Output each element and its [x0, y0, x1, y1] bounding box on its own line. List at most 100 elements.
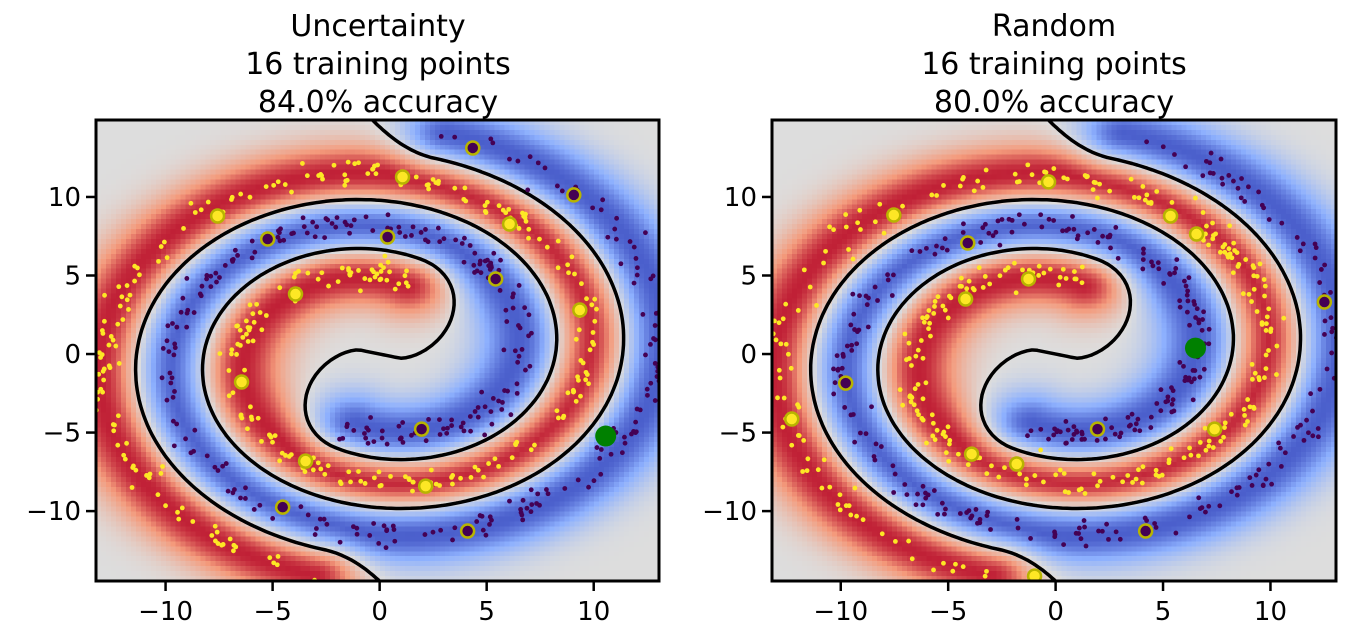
- training-point-class-1: [963, 446, 980, 462]
- class-1-point: [229, 347, 235, 353]
- class-1-point: [238, 412, 244, 418]
- class-1-point: [248, 404, 253, 410]
- class-0-point: [1052, 426, 1058, 432]
- class-1-point: [814, 303, 819, 308]
- class-0-point: [545, 491, 551, 497]
- class-1-point: [1140, 184, 1146, 189]
- class-0-point: [1069, 437, 1075, 442]
- class-0-point: [651, 336, 656, 341]
- class-0-point: [1095, 239, 1101, 245]
- class-0-point: [942, 511, 947, 517]
- class-0-point: [1021, 221, 1027, 227]
- class-0-point: [400, 440, 406, 445]
- class-0-point: [371, 521, 377, 526]
- class-1-point: [821, 260, 826, 266]
- class-0-point: [634, 272, 640, 278]
- class-0-point: [865, 324, 871, 330]
- class-1-point: [1264, 314, 1270, 320]
- class-0-point: [554, 183, 560, 189]
- class-1-point: [827, 484, 833, 490]
- class-1-point: [960, 176, 965, 182]
- class-0-point: [488, 136, 494, 142]
- class-0-point: [622, 440, 628, 446]
- class-0-point: [514, 381, 520, 387]
- class-0-point: [1165, 398, 1171, 404]
- class-1-point: [188, 200, 194, 206]
- class-0-point: [529, 330, 534, 336]
- class-0-point: [863, 293, 869, 299]
- class-1-point: [1144, 192, 1150, 198]
- class-0-point: [1310, 433, 1316, 439]
- class-0-point: [208, 284, 214, 289]
- class-0-point: [526, 312, 532, 318]
- class-0-point: [390, 523, 396, 529]
- class-0-point: [1149, 259, 1154, 265]
- class-1-point: [1231, 240, 1237, 246]
- class-0-point: [410, 224, 416, 230]
- class-0-point: [164, 338, 170, 344]
- decision-boundary: [808, 120, 1303, 581]
- class-1-point: [1274, 372, 1279, 377]
- class-0-point: [961, 221, 966, 227]
- class-0-point: [1322, 262, 1328, 268]
- class-1-point: [929, 412, 935, 418]
- title-line-1: Random: [992, 9, 1116, 44]
- class-0-point: [467, 414, 473, 419]
- class-0-point: [385, 212, 391, 218]
- class-1-point: [920, 396, 926, 402]
- class-1-point: [555, 265, 561, 271]
- class-1-point: [251, 319, 257, 325]
- class-0-point: [629, 431, 634, 437]
- class-0-point: [631, 280, 637, 286]
- class-1-point: [263, 313, 269, 318]
- class-0-point: [1076, 525, 1082, 531]
- class-1-point: [376, 469, 382, 475]
- class-0-point: [598, 471, 604, 477]
- class-0-point: [1071, 432, 1077, 437]
- class-0-point: [634, 265, 640, 271]
- class-1-point: [940, 303, 946, 309]
- class-0-point: [1153, 525, 1159, 530]
- class-1-point: [1241, 407, 1247, 412]
- class-0-point: [665, 322, 670, 327]
- class-1-point: [586, 381, 591, 387]
- class-1-point: [1206, 438, 1212, 444]
- class-0-point: [857, 430, 863, 436]
- class-0-point: [174, 324, 180, 330]
- class-0-point: [478, 270, 484, 276]
- class-0-point: [875, 298, 880, 303]
- class-0-point: [208, 273, 214, 279]
- class-1-point: [240, 334, 246, 340]
- class-1-point: [984, 471, 990, 477]
- class-0-point: [1082, 436, 1087, 442]
- class-0-point: [637, 407, 643, 413]
- class-0-point: [1064, 228, 1069, 233]
- class-0-point: [1234, 485, 1240, 491]
- class-1-point: [958, 275, 964, 281]
- class-1-point: [291, 274, 297, 280]
- class-0-point: [312, 532, 318, 537]
- class-1-point: [242, 367, 247, 373]
- class-1-point: [1042, 169, 1047, 175]
- class-1-point: [272, 433, 278, 438]
- class-1-point: [929, 192, 935, 198]
- class-0-point: [430, 529, 436, 535]
- class-1-point: [1024, 476, 1029, 482]
- class-1-point: [964, 286, 970, 292]
- class-1-point: [1263, 352, 1269, 358]
- class-0-point: [1169, 385, 1174, 391]
- class-1-point: [484, 199, 490, 205]
- training-point-class-0: [487, 271, 504, 287]
- class-0-point: [438, 134, 444, 139]
- class-1-point: [1139, 480, 1145, 486]
- class-1-point: [843, 212, 849, 217]
- class-0-point: [165, 323, 171, 329]
- class-0-point: [225, 488, 231, 494]
- class-1-point: [907, 393, 913, 399]
- class-1-point: [565, 262, 571, 268]
- class-1-point: [843, 503, 849, 509]
- class-1-point: [914, 408, 920, 414]
- class-1-point: [1154, 189, 1160, 194]
- class-1-point: [945, 315, 951, 321]
- class-1-point: [1107, 188, 1113, 194]
